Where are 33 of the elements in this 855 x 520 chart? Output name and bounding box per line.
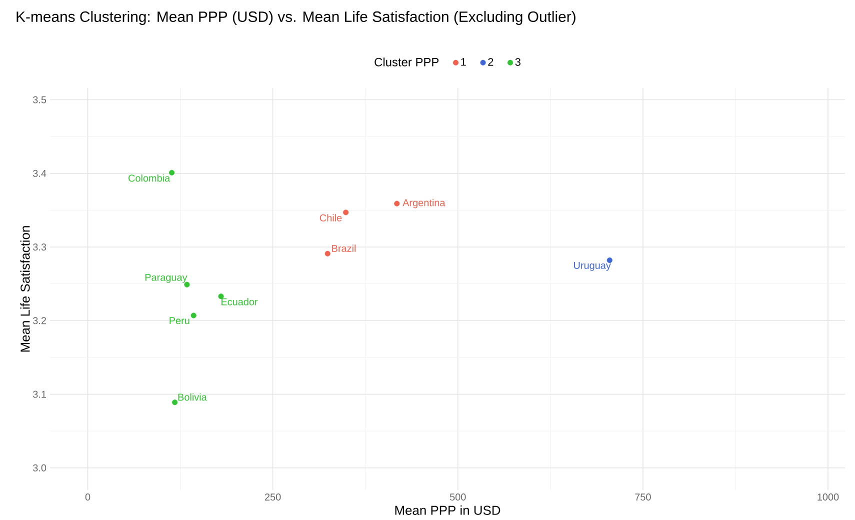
legend-label: 1 bbox=[461, 58, 466, 66]
annotation: Brazil bbox=[332, 244, 356, 252]
y-tick-label: 3.2 bbox=[33, 317, 46, 324]
annotation: Argentina bbox=[402, 198, 446, 208]
annotation: Paraguay bbox=[145, 274, 188, 283]
y-tick-label: 3.1 bbox=[33, 390, 46, 398]
point bbox=[343, 210, 349, 216]
legend-title: Cluster PPP bbox=[374, 58, 439, 66]
x-axis-title: Mean PPP in USD bbox=[395, 505, 500, 515]
x-tick-label: 250 bbox=[265, 494, 281, 501]
annotation: Uruguay bbox=[574, 262, 611, 271]
x-tick-label: 1000 bbox=[818, 494, 839, 501]
legend-label: 3 bbox=[515, 58, 520, 66]
annotation: Peru bbox=[170, 317, 190, 324]
x-tick-label: 0 bbox=[85, 494, 90, 501]
legend-label: 2 bbox=[488, 58, 494, 66]
annotation: Chile bbox=[320, 214, 342, 222]
y-tick-label: 3.3 bbox=[33, 243, 46, 251]
point bbox=[324, 250, 330, 256]
point bbox=[394, 200, 400, 206]
y-tick-label: 3.5 bbox=[33, 96, 46, 104]
annotation: Colombia bbox=[128, 174, 170, 182]
y-tick-label: 3.0 bbox=[33, 464, 46, 472]
point bbox=[190, 312, 196, 318]
y-axis-title: Mean Life Satisfaction bbox=[20, 226, 30, 352]
x-tick-label: 500 bbox=[450, 494, 466, 501]
x-tick-label: 750 bbox=[635, 494, 651, 501]
y-tick-label: 3.4 bbox=[33, 170, 46, 177]
point bbox=[172, 400, 178, 406]
annotation: Ecuador bbox=[222, 298, 258, 306]
point bbox=[168, 170, 175, 176]
chart-title: K-means Clustering: Mean PPP (USD) vs. Mean Life Satisfaction (Excluding Outlier) bbox=[16, 11, 576, 25]
annotation: Bolivia bbox=[178, 393, 207, 401]
